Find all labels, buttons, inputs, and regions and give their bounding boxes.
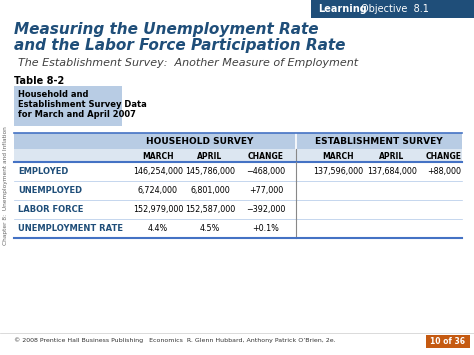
Text: Learning: Learning (318, 4, 367, 14)
FancyBboxPatch shape (426, 335, 470, 348)
Text: 137,684,000: 137,684,000 (367, 167, 417, 176)
Text: 137,596,000: 137,596,000 (313, 167, 363, 176)
Text: 152,587,000: 152,587,000 (185, 205, 235, 214)
Text: −468,000: −468,000 (246, 167, 285, 176)
FancyBboxPatch shape (311, 0, 474, 18)
Text: 152,979,000: 152,979,000 (133, 205, 183, 214)
FancyBboxPatch shape (14, 133, 462, 149)
Text: Table 8-2: Table 8-2 (14, 76, 64, 86)
Text: UNEMPLOYMENT RATE: UNEMPLOYMENT RATE (18, 224, 123, 233)
Text: EMPLOYED: EMPLOYED (18, 167, 68, 176)
Text: Establishment Survey Data: Establishment Survey Data (18, 100, 147, 109)
Text: 6,801,000: 6,801,000 (190, 186, 230, 195)
Text: 145,786,000: 145,786,000 (185, 167, 235, 176)
Text: MARCH: MARCH (322, 152, 354, 161)
Text: −392,000: −392,000 (246, 205, 286, 214)
Text: APRIL: APRIL (379, 152, 405, 161)
Text: HOUSEHOLD SURVEY: HOUSEHOLD SURVEY (146, 137, 254, 146)
Text: CHANGE: CHANGE (426, 152, 462, 161)
Text: ESTABLISHMENT SURVEY: ESTABLISHMENT SURVEY (315, 137, 443, 146)
Text: 146,254,000: 146,254,000 (133, 167, 183, 176)
Text: MARCH: MARCH (142, 152, 174, 161)
Text: +88,000: +88,000 (427, 167, 461, 176)
Text: 4.5%: 4.5% (200, 224, 220, 233)
Text: and the Labor Force Participation Rate: and the Labor Force Participation Rate (14, 38, 346, 53)
Text: 4.4%: 4.4% (148, 224, 168, 233)
FancyBboxPatch shape (14, 149, 462, 162)
FancyBboxPatch shape (14, 86, 122, 126)
Text: The Establishment Survey:  Another Measure of Employment: The Establishment Survey: Another Measur… (18, 58, 358, 68)
Text: CHANGE: CHANGE (248, 152, 284, 161)
Text: for March and April 2007: for March and April 2007 (18, 110, 136, 119)
Text: Measuring the Unemployment Rate: Measuring the Unemployment Rate (14, 22, 319, 37)
Text: UNEMPLOYED: UNEMPLOYED (18, 186, 82, 195)
Text: 10 of 36: 10 of 36 (430, 337, 465, 346)
Text: Chapter 8:  Unemployment and Inflation: Chapter 8: Unemployment and Inflation (3, 126, 9, 245)
Text: Objective  8.1: Objective 8.1 (361, 4, 429, 14)
Text: Household and: Household and (18, 90, 89, 99)
Text: LABOR FORCE: LABOR FORCE (18, 205, 83, 214)
Text: +0.1%: +0.1% (253, 224, 280, 233)
Text: © 2008 Prentice Hall Business Publishing   Economics  R. Glenn Hubbard, Anthony : © 2008 Prentice Hall Business Publishing… (14, 337, 336, 343)
Text: 6,724,000: 6,724,000 (138, 186, 178, 195)
Text: APRIL: APRIL (197, 152, 223, 161)
Text: +77,000: +77,000 (249, 186, 283, 195)
